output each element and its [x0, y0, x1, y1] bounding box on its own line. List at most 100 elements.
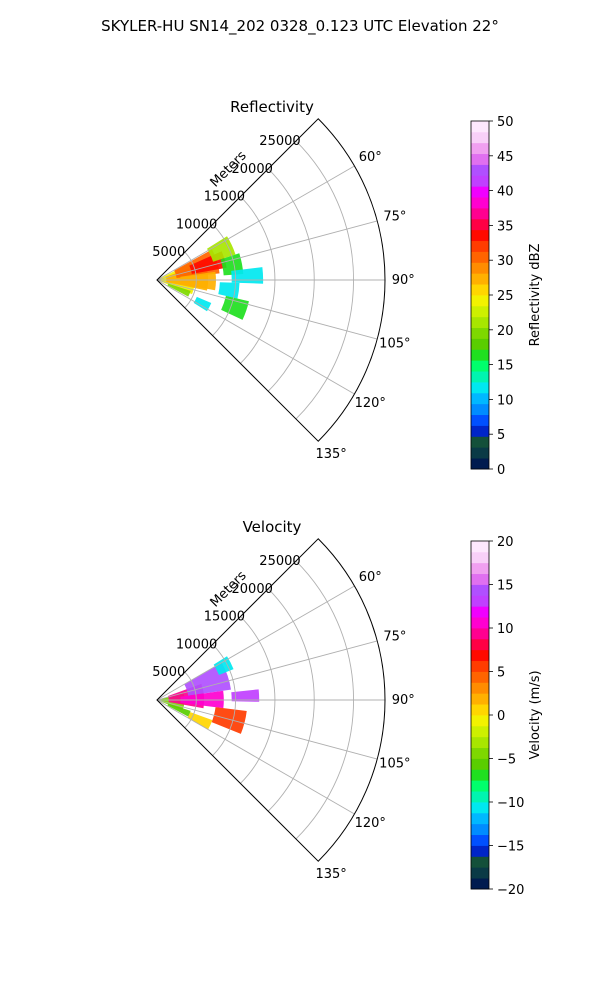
colorbar-segment [471, 273, 489, 285]
colorbar-segment [471, 812, 489, 825]
colorbar-segment [471, 595, 489, 607]
colorbar-segment [471, 447, 489, 459]
azimuth-tick-label: 105° [379, 757, 410, 772]
velocity-panel: Velocity 5000 10000 15000 20000 25000 60° 75° 9… [152, 518, 543, 898]
radial-tick-label: 25000 [259, 554, 300, 569]
echo-region-5 [207, 236, 236, 262]
colorbar-tick-label: 5 [497, 666, 505, 681]
colorbar-segment [471, 197, 489, 209]
azimuth-tick-label: 60° [359, 570, 382, 585]
colorbar-segment [471, 725, 489, 738]
radial-tick-label: 25000 [259, 134, 300, 149]
sector-outline [156, 118, 386, 442]
azimuth-spoke-5 [156, 699, 355, 815]
colorbar-segment [471, 382, 489, 394]
echo-region-3 [180, 690, 224, 709]
velocity-axis-labels: 5000 10000 15000 20000 25000 60° 75° 90° 105° 120… [152, 554, 415, 882]
colorbar-segment [471, 121, 489, 133]
colorbar-tick-label: 20 [497, 324, 514, 339]
colorbar-segment [471, 142, 489, 155]
colorbar-segment [471, 240, 489, 252]
radial-tick-label: 15000 [204, 610, 245, 625]
reflectivity-panel: Reflectivity 5000 10000 15000 20000 25000 60°… [152, 98, 543, 478]
reflectivity-colorbar: 0 5 10 15 20 25 30 35 40 45 50 [470, 115, 514, 478]
echo-region-6 [211, 707, 247, 734]
colorbar-segment [471, 617, 489, 629]
colorbar-segment [471, 295, 489, 307]
colorbar-segment [471, 284, 489, 296]
azimuth-spoke-2 [156, 220, 378, 281]
colorbar-segment [471, 541, 489, 553]
azimuth-tick-label: 135° [315, 867, 346, 882]
colorbar-tick-label: −15 [497, 840, 524, 855]
colorbar-segment [471, 425, 489, 437]
colorbar-segment [471, 649, 489, 662]
colorbar-segment [471, 769, 489, 781]
radial-tick-label: 15000 [204, 190, 245, 205]
colorbar-tick-label: 50 [497, 115, 514, 130]
echo-region-10 [193, 296, 212, 312]
azimuth-spoke-1 [156, 585, 355, 701]
colorbar-tick-label: 5 [497, 428, 505, 443]
radial-tick-label: 5000 [152, 245, 185, 260]
colorbar-segment [471, 251, 489, 263]
colorbar-tick-label: −5 [497, 753, 516, 768]
reflectivity-axis-labels: 5000 10000 15000 20000 25000 60° 75° 90° 105° 120… [152, 134, 415, 462]
colorbar-segment [471, 316, 489, 329]
azimuth-spoke-5 [156, 279, 355, 395]
echo-region-7 [187, 712, 213, 730]
colorbar-segment [471, 175, 489, 187]
radial-tick-label: 5000 [152, 665, 185, 680]
colorbar-tick-label: −10 [497, 796, 524, 811]
colorbar-tick-label: 15 [497, 579, 514, 594]
colorbar-segment [471, 573, 489, 585]
azimuth-tick-label: 75° [383, 629, 406, 644]
colorbar-segment [471, 153, 489, 165]
colorbar-segment [471, 551, 489, 564]
colorbar-segment [471, 131, 489, 144]
reflectivity-echo-layer [158, 236, 264, 320]
colorbar-tick-label: 35 [497, 219, 514, 234]
colorbar-tick-label: 10 [497, 622, 514, 637]
radial-tick-label: 10000 [176, 217, 217, 232]
colorbar-segment [471, 403, 489, 416]
velocity-echo-layer [158, 656, 260, 734]
reflectivity-grid [156, 118, 386, 442]
colorbar-segment [471, 638, 489, 651]
colorbar-tick-label: 45 [497, 150, 514, 165]
colorbar-segment [471, 218, 489, 231]
colorbar-tick-label: 30 [497, 254, 514, 269]
azimuth-tick-label: 105° [379, 337, 410, 352]
colorbar-tick-label: 25 [497, 289, 514, 304]
azimuth-tick-label: 135° [315, 447, 346, 462]
colorbar-tick-label: 15 [497, 359, 514, 374]
azimuth-spoke-4 [156, 699, 378, 760]
colorbar-segment [471, 693, 489, 705]
colorbar-segment [471, 371, 489, 383]
colorbar-segment [471, 791, 489, 803]
azimuth-tick-label: 75° [383, 209, 406, 224]
colorbar-segment [471, 823, 489, 836]
colorbar-segment [471, 562, 489, 575]
sector-outline [156, 538, 386, 862]
colorbar-segment [471, 628, 489, 640]
azimuth-tick-label: 60° [359, 150, 382, 165]
colorbar-segment [471, 164, 489, 176]
radial-tick-label: 20000 [232, 582, 273, 597]
colorbar-segment [471, 338, 489, 350]
colorbar-segment [471, 715, 489, 727]
colorbar-tick-label: 0 [497, 463, 505, 478]
colorbar-tick-label: 0 [497, 709, 505, 724]
colorbar-segment [471, 436, 489, 448]
colorbar-segment [471, 229, 489, 242]
echo-region-4 [180, 271, 216, 291]
azimuth-tick-label: 120° [355, 816, 386, 831]
velocity-grid [156, 538, 386, 862]
colorbar-segment [471, 780, 489, 792]
colorbar-segment [471, 682, 489, 694]
colorbar-segment [471, 186, 489, 198]
colorbar-segment [471, 671, 489, 683]
colorbar-segment [471, 802, 489, 814]
